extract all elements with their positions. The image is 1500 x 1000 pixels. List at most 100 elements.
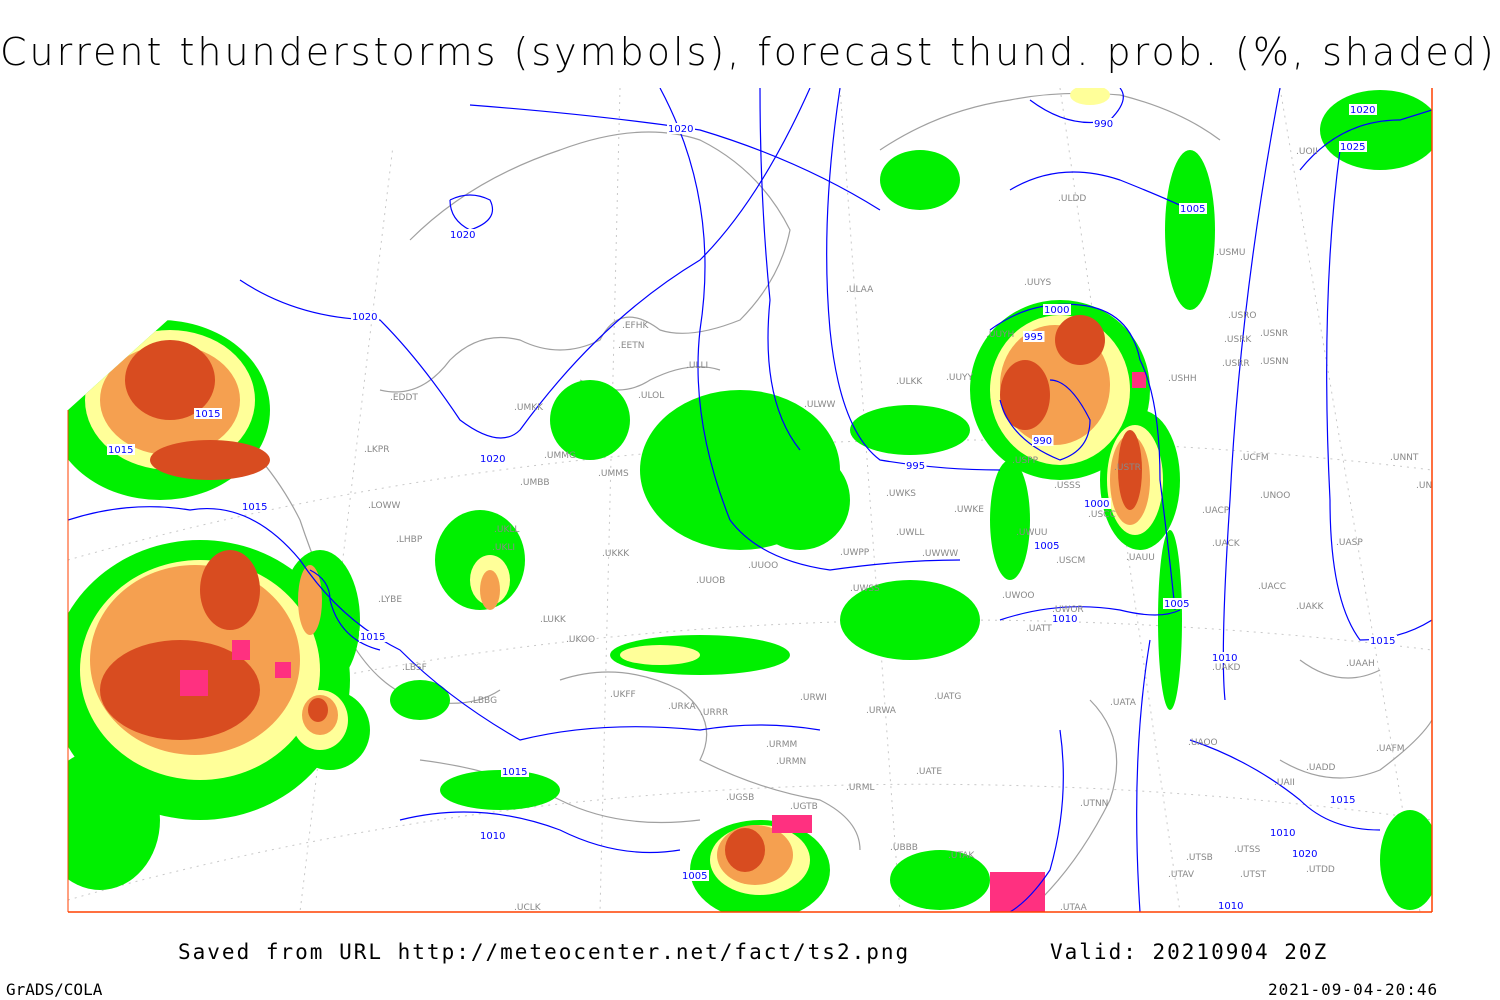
station-label: .URMN bbox=[776, 757, 806, 767]
station-label: .USRO bbox=[1228, 311, 1257, 321]
station-label: .UNBB bbox=[1416, 481, 1445, 491]
station-label: .USMU bbox=[1216, 248, 1246, 258]
station-label: .UNNT bbox=[1390, 453, 1419, 463]
station-label: .ULAA bbox=[846, 285, 874, 295]
isobar-label: 1005 bbox=[1034, 541, 1059, 552]
isobar-label: 1015 bbox=[1370, 636, 1395, 647]
station-label: .USNN bbox=[1260, 357, 1289, 367]
station-label: .EETN bbox=[618, 341, 644, 351]
station-label: .UTST bbox=[1240, 870, 1267, 880]
station-label: .UUYS bbox=[1024, 278, 1052, 288]
station-label: .UUOB bbox=[696, 576, 725, 586]
station-label: .UWUU bbox=[1016, 528, 1048, 538]
station-label: .UWPP bbox=[840, 548, 870, 558]
station-label: .UACC bbox=[1258, 582, 1286, 592]
station-label: .ULOL bbox=[638, 391, 664, 401]
station-label: .UUOO bbox=[748, 561, 778, 571]
isobar-label: 1005 bbox=[682, 871, 707, 882]
station-label: .URRR bbox=[700, 708, 728, 718]
station-label: .UAKD bbox=[1212, 663, 1241, 673]
station-label: .UAAH bbox=[1346, 659, 1375, 669]
isobar-label: 1020 bbox=[1292, 849, 1317, 860]
station-label: .UATT bbox=[1026, 624, 1052, 634]
station-label: .UGTB bbox=[790, 802, 818, 812]
station-label: .USCM bbox=[1056, 556, 1085, 566]
station-label: .URML bbox=[846, 783, 874, 793]
isobar-label: 1010 bbox=[1218, 901, 1243, 912]
station-label: .ULDD bbox=[1058, 194, 1086, 204]
station-label: .UTAK bbox=[948, 851, 975, 861]
station-label: .UTSB bbox=[1186, 853, 1213, 863]
station-label: .EDDT bbox=[390, 393, 418, 403]
isobar-label: 1005 bbox=[1164, 599, 1189, 610]
station-label: .UTAA bbox=[1060, 903, 1088, 913]
source-url-text: Saved from URL http://meteocenter.net/fa… bbox=[178, 940, 911, 964]
isobar-label: 990 bbox=[1094, 119, 1113, 130]
station-label: .UASP bbox=[1336, 538, 1363, 548]
isobar-label: 1015 bbox=[242, 502, 267, 513]
valid-time-text: Valid: 20210904 20Z bbox=[1050, 940, 1329, 964]
station-label: .ULWW bbox=[804, 400, 836, 410]
isobar-label: 1020 bbox=[1350, 105, 1375, 116]
station-label: .UWSS bbox=[850, 584, 880, 594]
isobar-label: 1015 bbox=[1330, 795, 1355, 806]
station-label: .EFHK bbox=[622, 321, 649, 331]
isobar-label: 1015 bbox=[195, 409, 220, 420]
map-title: Current thunderstorms (symbols), forecas… bbox=[0, 30, 1497, 74]
station-label: .USRK bbox=[1224, 335, 1252, 345]
station-label: .UACK bbox=[1212, 539, 1241, 549]
station-label: .UTAV bbox=[1168, 870, 1195, 880]
station-label: .UWKE bbox=[954, 505, 984, 515]
thunderstorm-symbols bbox=[180, 372, 1146, 912]
isobar-label: 1010 bbox=[480, 831, 505, 842]
station-label: .UWKS bbox=[886, 489, 916, 499]
station-label: .USPP bbox=[1012, 456, 1039, 466]
isobar-label: 1020 bbox=[668, 124, 693, 135]
station-label: .UKKK bbox=[602, 549, 630, 559]
isobar-label: 995 bbox=[1024, 332, 1043, 343]
station-label: .UKOO bbox=[566, 635, 595, 645]
station-label: .UATG bbox=[934, 692, 961, 702]
station-label: .URWA bbox=[866, 706, 897, 716]
station-label: .UAKK bbox=[1296, 602, 1325, 612]
isobar-label: 1005 bbox=[1180, 204, 1205, 215]
station-label: .LHBP bbox=[396, 535, 423, 545]
isobar-label: 995 bbox=[906, 461, 925, 472]
station-label: .LBSF bbox=[402, 663, 427, 673]
station-label: .LKPR bbox=[364, 445, 389, 455]
station-label: .UWLL bbox=[896, 528, 924, 538]
station-label: .UCLK bbox=[514, 903, 542, 913]
station-label: .UAFM bbox=[1376, 744, 1405, 754]
isobar-label: 1000 bbox=[1044, 305, 1069, 316]
station-label: .USSS bbox=[1054, 481, 1081, 491]
station-label: .UNOO bbox=[1260, 491, 1290, 501]
station-label: .UWOR bbox=[1052, 605, 1084, 615]
station-label: .UUYH bbox=[986, 330, 1014, 340]
station-label: .UOII bbox=[1296, 147, 1318, 157]
station-label: .LYBE bbox=[378, 595, 402, 605]
software-credit: GrADS/COLA bbox=[6, 980, 103, 999]
station-label: .UACP bbox=[1202, 506, 1230, 516]
station-label: .LUKK bbox=[540, 615, 567, 625]
isobar-label: 1020 bbox=[450, 230, 475, 241]
station-label: .UCFM bbox=[1240, 453, 1269, 463]
station-label: .UATA bbox=[1110, 698, 1137, 708]
station-labels: .EFHK .EETN .ULLI .UMKK .ULOL .UMMG .UMMS .UMBB… bbox=[364, 147, 1445, 913]
station-label: .UMMS bbox=[598, 469, 629, 479]
station-label: .UWWW bbox=[922, 549, 958, 559]
station-label: .UAII bbox=[1274, 778, 1295, 788]
station-label: .UTSS bbox=[1234, 845, 1261, 855]
isobar-label: 1020 bbox=[480, 454, 505, 465]
isobar-label: 1015 bbox=[502, 767, 527, 778]
station-label: .UMMG bbox=[544, 451, 576, 461]
station-label: .UWOO bbox=[1002, 591, 1035, 601]
station-label: .USCC bbox=[1088, 510, 1116, 520]
station-label: .UKFF bbox=[610, 690, 636, 700]
station-label: .UGSB bbox=[726, 793, 754, 803]
isobar-label: 1025 bbox=[1340, 142, 1365, 153]
station-label: .LBBG bbox=[470, 696, 497, 706]
isobar-label: 1010 bbox=[1052, 614, 1077, 625]
station-label: .UTDD bbox=[1306, 865, 1335, 875]
station-label: .UBBB bbox=[890, 843, 918, 853]
